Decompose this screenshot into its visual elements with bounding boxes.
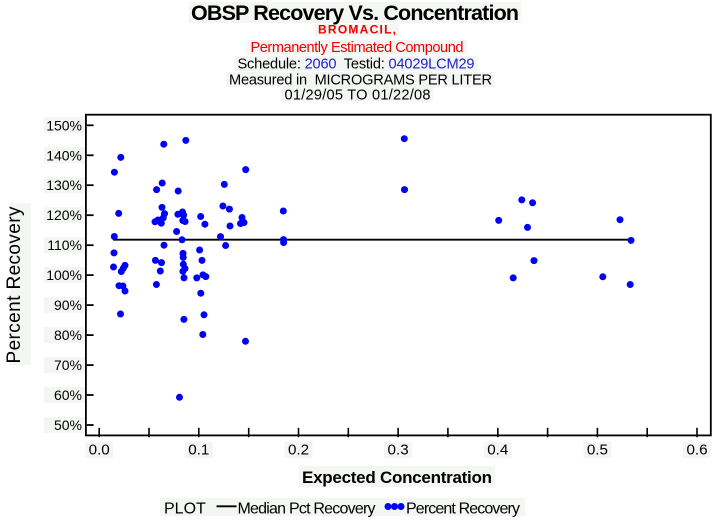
svg-text:PLOT: PLOT: [164, 501, 206, 518]
svg-text:01/29/05 TO 01/22/08: 01/29/05 TO 01/22/08: [285, 87, 431, 103]
svg-text:110%: 110%: [47, 237, 82, 253]
svg-text:80%: 80%: [54, 327, 82, 343]
svg-text:90%: 90%: [54, 297, 82, 313]
svg-text:Percent Recovery: Percent Recovery: [4, 206, 25, 364]
svg-text:BROMACIL,: BROMACIL,: [318, 23, 396, 37]
svg-text:0.4: 0.4: [487, 441, 508, 458]
svg-text:100%: 100%: [46, 267, 82, 283]
svg-text:Schedule: 2060 Testid: 04029L: Schedule: 2060 Testid: 04029LCM29: [238, 57, 475, 73]
svg-text:50%: 50%: [54, 417, 82, 433]
svg-text:0.1: 0.1: [188, 441, 209, 458]
svg-text:0.3: 0.3: [388, 441, 409, 458]
svg-text:60%: 60%: [54, 387, 82, 403]
svg-text:OBSP Recovery Vs. Concentratio: OBSP Recovery Vs. Concentration: [191, 1, 519, 25]
svg-text:130%: 130%: [46, 177, 82, 193]
svg-text:0.5: 0.5: [587, 441, 608, 458]
svg-text:0.2: 0.2: [288, 441, 309, 458]
svg-text:70%: 70%: [54, 357, 82, 373]
svg-text:Percent Recovery: Percent Recovery: [406, 501, 520, 518]
svg-text:Measured in MICROGRAMS PER LI: Measured in MICROGRAMS PER LITER: [229, 72, 492, 88]
svg-text:150%: 150%: [46, 117, 82, 133]
svg-text:0.0: 0.0: [89, 441, 110, 458]
svg-text:0.6: 0.6: [686, 441, 707, 458]
svg-text:Median Pct Recovery: Median Pct Recovery: [238, 501, 376, 518]
svg-text:Permanently Estimated Compound: Permanently Estimated Compound: [251, 40, 464, 56]
svg-text:120%: 120%: [46, 207, 82, 223]
svg-text:Expected Concentration: Expected Concentration: [302, 468, 492, 487]
svg-text:140%: 140%: [46, 147, 82, 163]
